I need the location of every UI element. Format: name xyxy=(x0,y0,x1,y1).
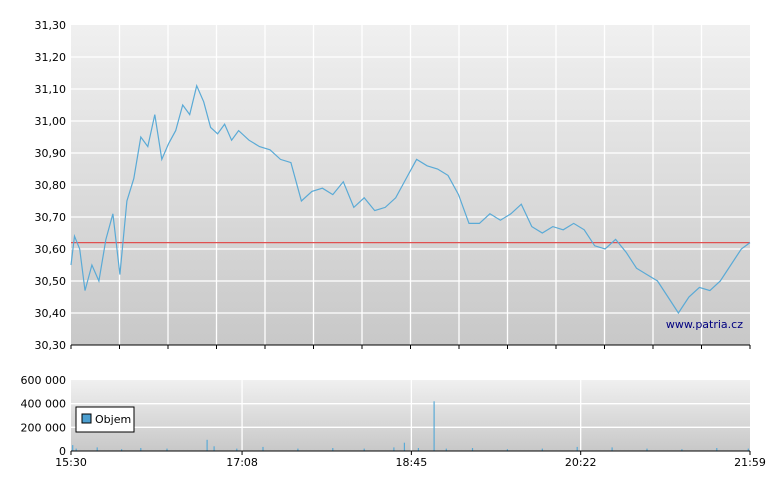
volume-bar xyxy=(262,446,264,451)
price-y-tick-label: 31,00 xyxy=(35,115,67,128)
price-y-tick-label: 30,60 xyxy=(35,243,67,256)
volume-bar xyxy=(363,448,365,451)
volume-bar xyxy=(96,447,98,451)
x-tick-label: 20:22 xyxy=(565,456,597,469)
volume-bar xyxy=(140,448,142,451)
volume-bar xyxy=(121,449,123,451)
volume-bar xyxy=(433,401,435,451)
volume-bar xyxy=(646,448,648,451)
volume-bar xyxy=(611,447,613,451)
volume-plot-area xyxy=(71,380,750,451)
volume-bar xyxy=(297,448,299,451)
volume-bar xyxy=(393,447,395,451)
price-y-tick-label: 31,10 xyxy=(35,83,67,96)
volume-panel: 600 000 400 000 200 000 0 15:30 17:08 18:45 20… xyxy=(21,374,766,469)
price-y-tick-label: 30,80 xyxy=(35,179,67,192)
volume-y-tick-label: 600 000 xyxy=(21,374,67,387)
price-y-tick-label: 30,70 xyxy=(35,211,67,224)
price-gridlines xyxy=(71,25,750,345)
volume-bar xyxy=(236,448,238,451)
x-tick-label: 17:08 xyxy=(226,456,258,469)
volume-bar xyxy=(72,445,74,451)
volume-y-tick-label: 0 xyxy=(59,445,66,458)
volume-legend: Objem xyxy=(75,406,135,433)
price-panel: 31,30 31,20 31,10 31,00 30,90 30,80 30,70 30,60… xyxy=(35,19,751,352)
price-y-tick-label: 31,20 xyxy=(35,51,67,64)
volume-bar xyxy=(213,446,215,451)
volume-bar xyxy=(166,448,168,451)
volume-bar xyxy=(417,448,419,451)
price-y-tick-label: 31,30 xyxy=(35,19,67,32)
price-x-tick-marks xyxy=(70,345,751,349)
volume-y-tick-label: 400 000 xyxy=(21,398,67,411)
price-y-tick-label: 30,90 xyxy=(35,147,67,160)
x-tick-label: 15:30 xyxy=(55,456,87,469)
volume-bar xyxy=(75,448,77,451)
price-series-line xyxy=(70,83,751,315)
volume-bar xyxy=(576,446,578,451)
volume-bar xyxy=(747,448,749,451)
volume-bar xyxy=(471,448,474,451)
x-tick-label: 18:45 xyxy=(396,456,428,469)
volume-bar xyxy=(681,449,683,451)
legend-label: Objem xyxy=(95,413,131,426)
volume-x-axis: 15:30 17:08 18:45 20:22 21:59 xyxy=(55,451,766,469)
volume-bar xyxy=(506,449,508,451)
volume-bar xyxy=(206,439,208,451)
volume-y-tick-label: 200 000 xyxy=(21,421,67,434)
volume-bar xyxy=(403,442,405,451)
volume-y-axis: 600 000 400 000 200 000 0 xyxy=(21,374,67,458)
price-y-tick-label: 30,40 xyxy=(35,307,67,320)
volume-bar xyxy=(445,448,447,451)
volume-bar xyxy=(332,448,334,451)
watermark-text: www.patria.cz xyxy=(666,318,743,331)
legend-swatch-icon xyxy=(81,413,92,424)
volume-bar xyxy=(541,448,543,451)
volume-gridlines xyxy=(71,380,750,451)
price-y-axis: 31,30 31,20 31,10 31,00 30,90 30,80 30,70 30,60… xyxy=(35,19,67,352)
volume-bar xyxy=(716,448,718,451)
volume-bars xyxy=(72,401,749,451)
price-y-tick-label: 30,50 xyxy=(35,275,67,288)
x-tick-label: 21:59 xyxy=(734,456,766,469)
price-y-tick-label: 30,30 xyxy=(35,339,67,352)
